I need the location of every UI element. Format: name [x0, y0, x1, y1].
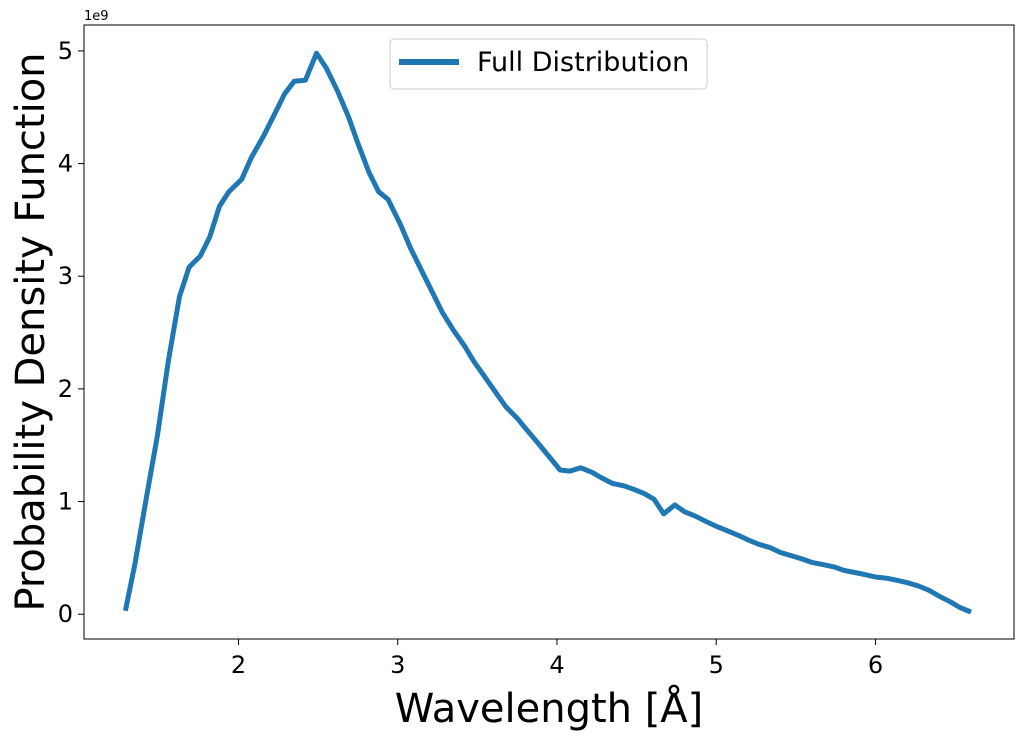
x-axis: 2 3 4 5 6 [231, 639, 883, 679]
y-tick-label: 4 [58, 150, 73, 178]
plot-area [84, 25, 1014, 639]
series-layer [122, 50, 972, 615]
y-tick-label: 2 [58, 375, 73, 403]
y-offset-label: 1e9 [84, 9, 109, 24]
y-tick-label: 0 [58, 600, 73, 628]
legend-frame [389, 38, 708, 90]
series-line-0 [122, 50, 972, 615]
x-tick-label: 6 [868, 651, 883, 679]
x-tick-label: 4 [549, 651, 564, 679]
x-axis-title: Wavelength [Å] [395, 684, 704, 732]
y-axis-title: Probability Density Function [8, 52, 54, 611]
x-tick-label: 3 [390, 651, 405, 679]
plot-frame [83, 24, 1015, 640]
y-tick-label: 3 [58, 262, 73, 290]
y-tick-label: 1 [58, 488, 73, 516]
y-tick-label: 5 [58, 37, 73, 65]
legend: Full Distribution [389, 38, 708, 90]
legend-label: Full Distribution [477, 47, 689, 78]
x-tick-label: 5 [709, 651, 724, 679]
y-axis: 0 1 2 3 4 5 [58, 37, 84, 628]
x-tick-label: 2 [231, 651, 246, 679]
